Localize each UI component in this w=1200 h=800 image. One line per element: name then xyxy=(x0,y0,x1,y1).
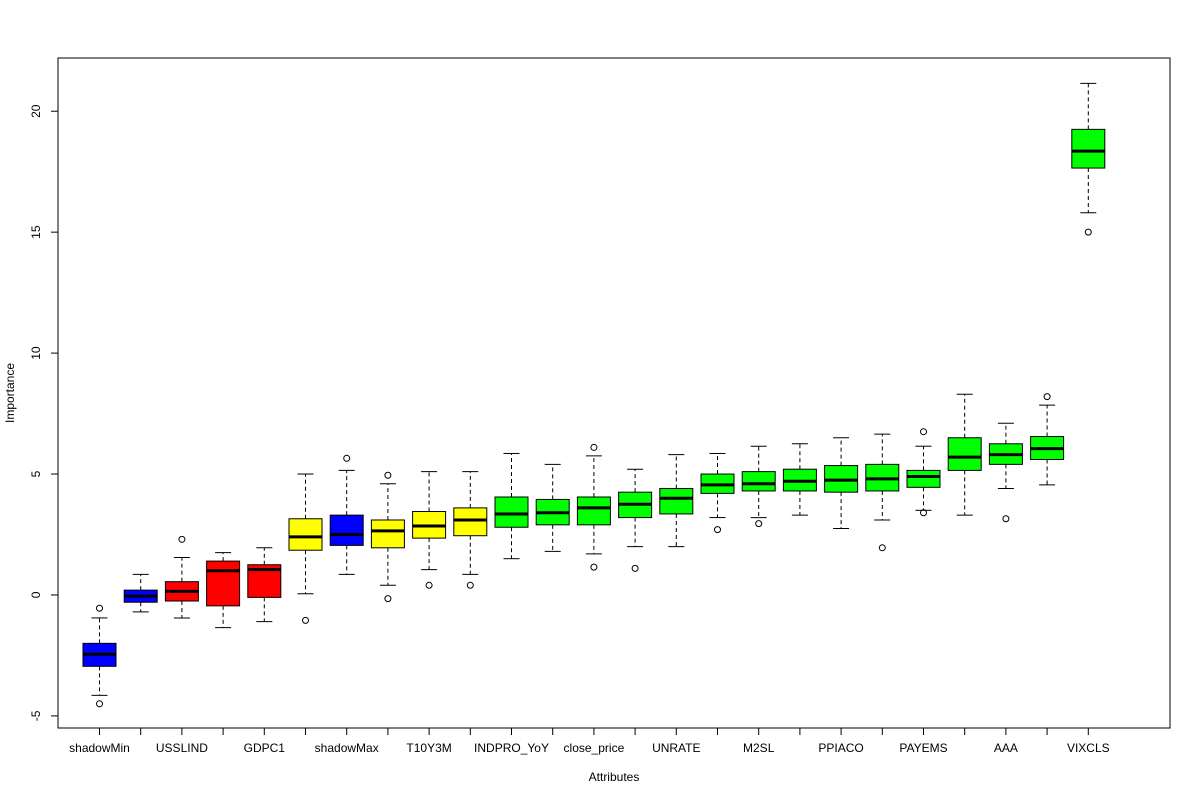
outlier-point xyxy=(920,509,927,517)
y-tick-label: 15 xyxy=(29,225,43,239)
box-iqr xyxy=(741,471,776,492)
box-ppiaco xyxy=(824,437,859,529)
y-tick-label: 20 xyxy=(29,104,43,118)
box-iqr xyxy=(947,437,982,471)
box-t10y3m xyxy=(412,471,447,589)
outlier-point xyxy=(96,604,103,612)
box-shadowmax xyxy=(288,473,323,624)
outlier-point xyxy=(878,544,886,552)
box-m2sl xyxy=(741,445,776,528)
y-tick-label: -5 xyxy=(29,710,43,721)
box-close-price xyxy=(535,463,570,552)
box-close-price xyxy=(576,443,611,571)
y-axis: -5 0 5 10 15 20 xyxy=(29,104,58,721)
box-m2sl xyxy=(700,452,735,534)
outlier-point xyxy=(466,581,474,589)
outlier-point xyxy=(425,581,433,589)
y-tick-label: 0 xyxy=(29,591,43,598)
outlier-point xyxy=(384,595,392,603)
box-iqr xyxy=(288,518,323,551)
y-tick-label: 10 xyxy=(29,346,43,360)
x-tick-label: PAYEMS xyxy=(899,741,947,755)
x-tick-label: T10Y3M xyxy=(406,741,451,755)
box-unrate xyxy=(659,454,694,548)
box-usslind xyxy=(123,573,158,613)
x-tick-label: M2SL xyxy=(743,741,775,755)
box-vixcls xyxy=(1071,82,1106,236)
outlier-point xyxy=(343,454,351,462)
box-gdpc1 xyxy=(247,547,282,623)
x-tick-label: USSLIND xyxy=(156,741,208,755)
outlier-point xyxy=(714,526,721,534)
box-iqr xyxy=(1071,128,1106,169)
x-tick-label: INDPRO_YoY xyxy=(474,741,549,755)
box-iqr xyxy=(329,514,364,546)
outlier-point xyxy=(920,428,927,436)
x-tick-label: GDPC1 xyxy=(244,741,286,755)
plot-frame xyxy=(57,57,1171,729)
outlier-point xyxy=(590,563,598,571)
box-iqr xyxy=(494,496,529,528)
box-iqr xyxy=(576,496,611,526)
outlier-point xyxy=(96,700,103,708)
outlier-point xyxy=(590,443,598,451)
box-ppiaco xyxy=(782,443,817,516)
outlier-point xyxy=(1043,393,1051,401)
outlier-point xyxy=(755,520,763,528)
box-unrate xyxy=(618,468,653,572)
box-shadowmax xyxy=(329,454,364,575)
outlier-point xyxy=(384,471,392,479)
x-tick-label: UNRATE xyxy=(652,741,700,755)
box-indpro-yoy xyxy=(453,471,488,589)
x-axis-title: Attributes xyxy=(589,770,640,784)
outlier-point xyxy=(631,564,639,572)
outlier-point xyxy=(1002,515,1010,523)
box-usslind xyxy=(164,535,199,619)
box-t10y3m xyxy=(370,471,405,603)
x-axis: shadowMin USSLIND GDPC1 shadowMax T10Y3M INDP… xyxy=(69,728,1110,755)
box-iqr xyxy=(659,488,694,515)
box-shadowmin xyxy=(82,604,117,708)
box-iqr xyxy=(370,519,405,549)
box-aaa xyxy=(947,393,982,516)
x-tick-label: close_price xyxy=(564,741,625,755)
outlier-point xyxy=(1084,228,1092,236)
box-payems xyxy=(865,433,900,552)
y-axis-title: Importance xyxy=(3,363,17,423)
box-aaa xyxy=(988,422,1023,523)
x-tick-label: shadowMax xyxy=(315,741,379,755)
box-vixcls xyxy=(1030,393,1065,486)
box-indpro-yoy xyxy=(494,452,529,560)
boxes-layer xyxy=(82,82,1106,708)
box-iqr xyxy=(906,469,941,488)
box-iqr xyxy=(453,507,488,537)
outlier-point xyxy=(302,616,309,624)
x-tick-label: PPIACO xyxy=(818,741,863,755)
box-iqr xyxy=(206,560,241,607)
x-tick-label: AAA xyxy=(994,741,1018,755)
box-payems xyxy=(906,428,941,517)
x-tick-label: shadowMin xyxy=(69,741,130,755)
outlier-point xyxy=(178,535,186,543)
x-tick-label: VIXCLS xyxy=(1067,741,1110,755)
box-gdpc1 xyxy=(206,552,241,629)
y-tick-label: 5 xyxy=(29,470,43,477)
